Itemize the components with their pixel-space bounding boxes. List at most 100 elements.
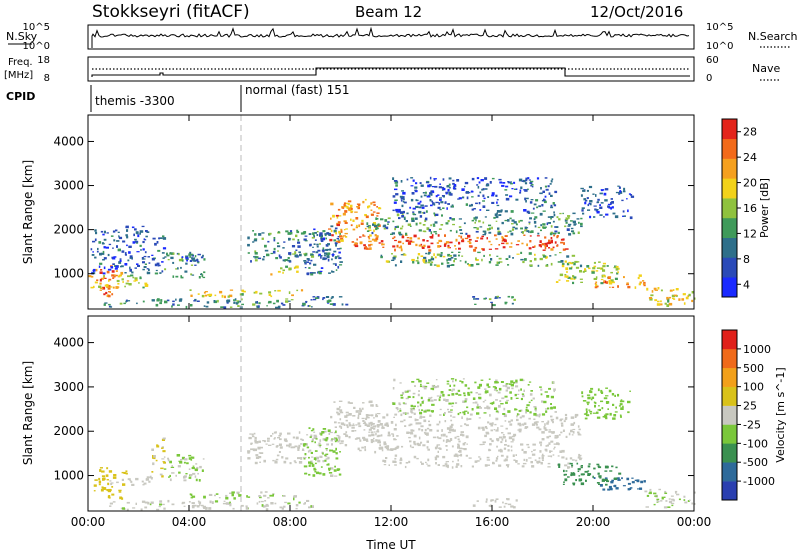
range-cell bbox=[338, 239, 340, 242]
range-cell bbox=[347, 203, 350, 206]
range-cell bbox=[400, 197, 404, 200]
colorbar-tick-label: 25 bbox=[743, 400, 757, 413]
range-cell bbox=[507, 181, 510, 183]
range-cell bbox=[267, 302, 270, 304]
range-cell bbox=[540, 187, 542, 190]
range-cell bbox=[475, 259, 479, 261]
range-cell bbox=[437, 234, 440, 237]
range-cell bbox=[516, 253, 520, 255]
range-cell bbox=[608, 207, 612, 209]
range-cell bbox=[100, 488, 104, 492]
range-cell bbox=[131, 226, 135, 229]
range-cell bbox=[194, 255, 197, 258]
range-cell bbox=[313, 467, 316, 471]
range-cell bbox=[292, 436, 295, 439]
range-cell bbox=[602, 269, 606, 272]
range-cell bbox=[404, 425, 407, 427]
range-cell bbox=[497, 410, 500, 414]
range-cell bbox=[498, 464, 502, 467]
range-cell bbox=[469, 413, 473, 416]
range-cell bbox=[547, 420, 550, 423]
range-cell bbox=[453, 260, 455, 263]
range-cell bbox=[504, 301, 507, 305]
range-cell bbox=[541, 459, 544, 461]
range-cell bbox=[449, 229, 452, 232]
range-cell bbox=[308, 233, 312, 235]
range-cell bbox=[507, 444, 510, 447]
range-cell bbox=[608, 280, 611, 283]
range-cell bbox=[449, 193, 453, 196]
range-cell bbox=[225, 496, 229, 500]
range-cell bbox=[328, 228, 332, 230]
range-cell bbox=[380, 240, 384, 243]
range-cell bbox=[574, 414, 578, 417]
cpid-mode-normal: normal (fast) 151 bbox=[245, 83, 349, 97]
range-cell bbox=[315, 297, 319, 299]
x-tick-label: 04:00 bbox=[172, 515, 207, 529]
range-cell bbox=[320, 267, 324, 269]
range-cell bbox=[564, 275, 568, 278]
range-cell bbox=[287, 502, 291, 505]
range-cell bbox=[119, 302, 123, 305]
range-cell bbox=[110, 235, 114, 237]
range-cell bbox=[376, 429, 379, 431]
range-cell bbox=[541, 438, 545, 441]
range-cell bbox=[452, 430, 455, 432]
range-cell bbox=[468, 264, 471, 267]
range-cell bbox=[475, 298, 480, 300]
range-cell bbox=[334, 229, 336, 233]
range-cell bbox=[431, 261, 434, 264]
range-cell bbox=[126, 244, 128, 247]
range-cell bbox=[507, 231, 510, 233]
range-cell bbox=[111, 486, 114, 488]
range-cell bbox=[131, 271, 134, 274]
range-cell bbox=[596, 267, 600, 269]
range-cell bbox=[268, 291, 272, 294]
range-cell bbox=[594, 393, 597, 396]
range-cell bbox=[375, 226, 378, 229]
range-cell bbox=[472, 397, 476, 400]
range-cell bbox=[594, 286, 598, 289]
range-cell bbox=[489, 422, 493, 425]
range-cell bbox=[415, 260, 419, 262]
range-cell bbox=[462, 442, 466, 446]
range-cell bbox=[445, 464, 449, 468]
range-cell bbox=[289, 462, 292, 465]
range-cell bbox=[288, 268, 291, 271]
range-cell bbox=[505, 197, 510, 201]
range-cell bbox=[553, 448, 555, 450]
range-cell bbox=[491, 439, 494, 443]
range-cell bbox=[400, 245, 402, 249]
range-cell bbox=[582, 270, 585, 273]
range-cell bbox=[638, 274, 642, 277]
range-cell bbox=[350, 204, 353, 208]
range-cell bbox=[203, 495, 206, 499]
scatter-band bbox=[247, 229, 331, 263]
range-cell bbox=[337, 422, 341, 424]
range-cell bbox=[318, 442, 321, 445]
range-cell bbox=[327, 248, 331, 251]
range-cell bbox=[425, 210, 428, 213]
range-cell bbox=[256, 502, 259, 505]
range-cell bbox=[349, 207, 353, 210]
range-cell bbox=[611, 286, 615, 288]
range-cell bbox=[368, 205, 371, 208]
range-cell bbox=[400, 211, 403, 214]
range-cell bbox=[383, 464, 387, 466]
range-cell bbox=[546, 264, 549, 266]
range-cell bbox=[503, 459, 507, 462]
range-cell bbox=[564, 274, 567, 276]
range-cell bbox=[574, 416, 577, 418]
range-cell bbox=[229, 289, 234, 291]
range-cell bbox=[542, 190, 545, 193]
range-cell bbox=[175, 268, 178, 270]
range-cell bbox=[357, 447, 360, 451]
range-cell bbox=[504, 444, 507, 446]
range-cell bbox=[525, 409, 529, 412]
range-cell bbox=[99, 282, 102, 285]
range-cell bbox=[370, 439, 374, 442]
range-cell bbox=[477, 386, 481, 389]
range-cell bbox=[313, 243, 316, 245]
range-cell bbox=[488, 231, 492, 234]
range-cell bbox=[184, 458, 188, 461]
